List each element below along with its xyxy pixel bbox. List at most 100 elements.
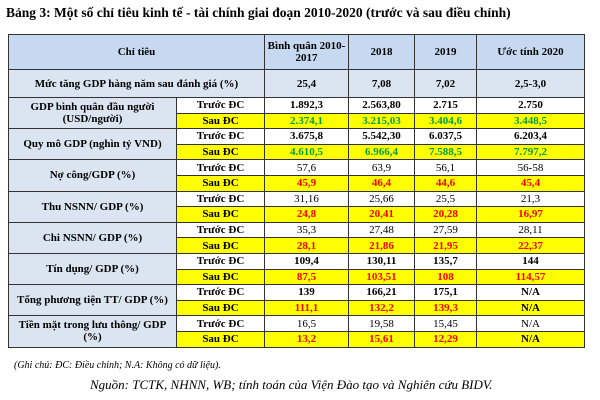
row-label: Tổng phương tiện TT/ GDP (%) — [8, 284, 177, 317]
after-row: Sau ĐC 4.610,5 6.966,4 7.588,5 7.797,2 — [9, 143, 585, 161]
sub-label: Sau ĐC — [176, 330, 265, 348]
cell: 4.610,5 — [264, 143, 349, 161]
cell: 135,7 — [414, 252, 477, 270]
cell: N/A — [476, 315, 585, 332]
sub-label: Trước ĐC — [176, 159, 265, 176]
header-cell: Chỉ tiêu — [8, 34, 265, 70]
table-body: Chỉ tiêu Bình quân 2010-2017 2018 2019 Ước t… — [8, 34, 585, 348]
cell: 25,4 — [264, 69, 349, 98]
cell: 56-58 — [476, 159, 585, 176]
before-row: GDP bình quân đầu người (USD/người) Trước… — [8, 96, 585, 130]
cell: 7,08 — [348, 69, 415, 98]
cell: 56,1 — [414, 159, 477, 176]
cell: 46,4 — [348, 174, 415, 192]
cell: 144 — [476, 252, 585, 270]
cell: 166,21 — [348, 284, 415, 301]
sub-label: Trước ĐC — [176, 190, 265, 208]
row-label: GDP bình quân đầu người (USD/người) — [8, 96, 177, 130]
before-row: Tín dụng/ GDP (%) Trước ĐC 109,4 130,11 135,… — [8, 252, 585, 286]
cell: 24,8 — [264, 206, 349, 223]
sub-label: Sau ĐC — [176, 299, 265, 317]
cell: 3.448,5 — [476, 112, 585, 130]
header-cell: 2019 — [414, 34, 477, 70]
before-row: Tiền mặt trong lưu thông/ GDP (%) Trước Đ… — [8, 315, 585, 348]
cell: 114,57 — [476, 268, 585, 286]
after-row: Sau ĐC 28,1 21,86 21,95 22,37 — [9, 237, 585, 254]
cell: 108 — [414, 268, 477, 286]
cell: 7.588,5 — [414, 143, 477, 161]
row-label: Mức tăng GDP hàng năm sau đánh giá (%) — [8, 69, 265, 98]
row-label: Chi NSNN/ GDP (%) — [8, 221, 177, 254]
header-cell: Bình quân 2010-2017 — [264, 34, 349, 70]
cell: 6.037,5 — [414, 128, 477, 145]
cell: 20,41 — [348, 206, 415, 223]
sub-label: Sau ĐC — [176, 268, 265, 286]
sub-label: Trước ĐC — [176, 128, 265, 145]
cell: 45,4 — [476, 174, 585, 192]
cell: 139 — [264, 284, 349, 301]
cell: 19,58 — [348, 315, 415, 332]
cell: 103,51 — [348, 268, 415, 286]
sub-label: Trước ĐC — [176, 97, 265, 114]
row-label: Thu NSNN/ GDP (%) — [8, 190, 177, 223]
row-label: Nợ công/GDP (%) — [8, 159, 177, 192]
cell: 15,61 — [348, 330, 415, 348]
cell: N/A — [476, 330, 585, 348]
before-row: Chi NSNN/ GDP (%) Trước ĐC 35,3 27,48 27,59 2… — [8, 221, 585, 254]
cell: 28,11 — [476, 221, 585, 239]
cell: 22,37 — [476, 237, 585, 254]
sub-label: Trước ĐC — [176, 284, 265, 301]
sub-label: Sau ĐC — [176, 112, 265, 130]
after-row: Sau ĐC 24,8 20,41 20,28 16,97 — [9, 206, 585, 223]
cell: 175,1 — [414, 284, 477, 301]
after-row: Sau ĐC 13,2 15,61 12,29 N/A — [9, 330, 585, 348]
sub-label: Trước ĐC — [176, 315, 265, 332]
cell: 130,11 — [348, 252, 415, 270]
cell: 2.374,1 — [264, 112, 349, 130]
cell: 13,2 — [264, 330, 349, 348]
cell: 2,5-3,0 — [476, 69, 585, 98]
cell: 2.715 — [414, 97, 477, 114]
cell: 132,2 — [348, 299, 415, 317]
cell: 16,5 — [264, 315, 349, 332]
cell: 109,4 — [264, 252, 349, 270]
row-label: Quy mô GDP (nghìn tỷ VND) — [8, 128, 177, 161]
cell: 15,45 — [414, 315, 477, 332]
cell: 44,6 — [414, 174, 477, 192]
table-title: Bảng 3: Một số chỉ tiêu kinh tế - tài ch… — [6, 5, 511, 20]
sub-label: Sau ĐC — [176, 143, 265, 161]
header-cell: Ước tính 2020 — [476, 34, 585, 70]
cell: 7.797,2 — [476, 143, 585, 161]
sub-label: Sau ĐC — [176, 206, 265, 223]
cell: 3.215,03 — [348, 112, 415, 130]
cell: 2.563,80 — [348, 97, 415, 114]
cell: 139,3 — [414, 299, 477, 317]
cell: 63,9 — [348, 159, 415, 176]
cell: 25,5 — [414, 190, 477, 208]
cell: 111,1 — [264, 299, 349, 317]
cell: 21,86 — [348, 237, 415, 254]
cell: 7,02 — [414, 69, 477, 98]
cell: 25,66 — [348, 190, 415, 208]
cell: 35,3 — [264, 221, 349, 239]
cell: 6.203,4 — [476, 128, 585, 145]
row-label: Tiền mặt trong lưu thông/ GDP (%) — [8, 315, 177, 348]
after-row: Sau ĐC 45,9 46,4 44,6 45,4 — [9, 174, 585, 192]
before-row: Tổng phương tiện TT/ GDP (%) Trước ĐC 139 1… — [8, 284, 585, 317]
sub-label: Trước ĐC — [176, 221, 265, 239]
header-cell: 2018 — [348, 34, 415, 70]
row-label: Tín dụng/ GDP (%) — [8, 252, 177, 286]
cell: 28,1 — [264, 237, 349, 254]
header-row: Chỉ tiêu Bình quân 2010-2017 2018 2019 Ước t… — [8, 34, 585, 70]
cell: 3.675,8 — [264, 128, 349, 145]
sub-label: Sau ĐC — [176, 174, 265, 192]
cell: 5.542,30 — [348, 128, 415, 145]
cell: 27,59 — [414, 221, 477, 239]
cell: N/A — [476, 284, 585, 301]
data-table: Chỉ tiêu Bình quân 2010-2017 2018 2019 Ước t… — [8, 34, 585, 348]
cell: 16,97 — [476, 206, 585, 223]
cell: 45,9 — [264, 174, 349, 192]
sub-label: Trước ĐC — [176, 252, 265, 270]
note: (Ghi chú: ĐC: Điều chỉnh; N.A: Không có … — [14, 360, 221, 371]
